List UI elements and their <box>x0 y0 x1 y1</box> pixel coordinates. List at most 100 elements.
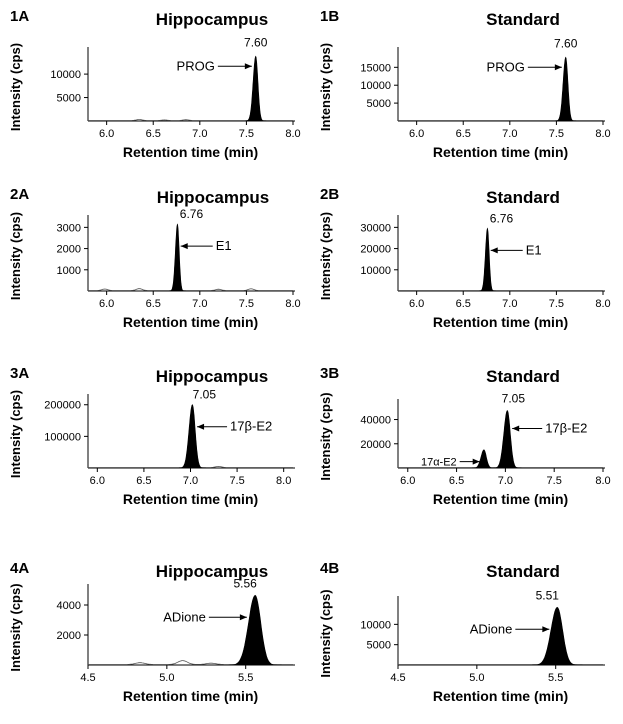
panel-label: 3A <box>10 365 29 382</box>
peak-arrow-head <box>542 626 550 633</box>
x-tick-label: 6.5 <box>136 475 151 487</box>
y-tick-label: 40000 <box>360 415 391 427</box>
y-axis-label: Intensity (cps) <box>318 589 333 677</box>
x-tick-label: 6.0 <box>409 298 424 310</box>
y-tick-label: 10000 <box>360 265 391 277</box>
peak-rt-label: 5.51 <box>536 588 560 602</box>
peak-compound-label: 17β-E2 <box>545 420 587 435</box>
chromatogram-peak <box>245 55 267 122</box>
chart-panel-1B: 1B Standard 6.0 6.5 7.0 7.5 8.0 5000 10000 15000 R… <box>318 8 611 160</box>
x-tick-label: 7.5 <box>549 298 564 310</box>
peak-arrow-head <box>490 247 498 254</box>
chromatogram-peak <box>479 227 496 292</box>
x-axis-label: Retention time (min) <box>123 314 258 330</box>
y-tick-label: 20000 <box>360 439 391 451</box>
chart-panel-1A: 1A Hippocampus 6.0 6.5 7.0 7.5 8.0 5000 10000 Ret… <box>8 8 301 160</box>
y-tick-label: 10000 <box>360 80 391 92</box>
y-axis-label: Intensity (cps) <box>318 43 333 131</box>
x-tick-label: 7.0 <box>192 298 207 310</box>
chromatogram-peak <box>493 410 522 469</box>
peak-compound-label: E1 <box>526 242 542 257</box>
y-tick-label: 2000 <box>57 630 81 642</box>
x-tick-label: 7.0 <box>192 128 207 140</box>
panel-label: 4A <box>10 560 29 577</box>
x-tick-label: 8.0 <box>595 298 610 310</box>
x-tick-label: 6.0 <box>409 128 424 140</box>
y-tick-label: 4000 <box>57 600 81 612</box>
x-tick-label: 5.0 <box>469 672 484 684</box>
peak-compound-label: E1 <box>216 238 232 253</box>
chromatogram-peak <box>169 223 186 292</box>
y-tick-label: 5000 <box>367 98 391 110</box>
y-tick-label: 20000 <box>360 244 391 256</box>
peak-rt-label: 7.05 <box>193 388 217 402</box>
chart-title: Standard <box>486 562 560 581</box>
x-tick-label: 8.0 <box>595 475 610 487</box>
chart-panel-3B: 3B Standard 6.0 6.5 7.0 7.5 8.0 20000 40000 Reten… <box>318 365 611 507</box>
peak-rt-label: 6.76 <box>180 207 204 221</box>
chart-title: Hippocampus <box>156 562 268 581</box>
chromatogram-peak <box>532 606 583 666</box>
x-tick-label: 7.5 <box>239 128 254 140</box>
y-tick-label: 15000 <box>360 62 391 74</box>
x-tick-label: 7.0 <box>502 128 517 140</box>
peak-arrow-head <box>244 63 252 70</box>
peak-arrow-head <box>180 243 188 250</box>
x-tick-label: 8.0 <box>285 298 300 310</box>
peak-compound-label: ADione <box>163 609 206 624</box>
panel-label: 2B <box>320 186 339 203</box>
x-tick-label: 7.5 <box>549 128 564 140</box>
x-tick-label: 6.5 <box>146 298 161 310</box>
x-tick-label: 5.0 <box>159 672 174 684</box>
panel-label: 1B <box>320 8 339 25</box>
peak-rt-label: 6.76 <box>490 211 514 225</box>
x-tick-label: 7.0 <box>183 475 198 487</box>
panel-label: 3B <box>320 365 339 382</box>
chromatogram-peak <box>555 56 577 122</box>
chromatogram-peak <box>178 404 206 469</box>
x-tick-label: 6.5 <box>456 128 471 140</box>
chart-panel-2A: 2A Hippocampus 6.0 6.5 7.0 7.5 8.0 1000 2000 3000… <box>8 186 301 330</box>
x-tick-label: 7.5 <box>547 475 562 487</box>
y-axis-label: Intensity (cps) <box>318 392 333 480</box>
x-tick-label: 5.5 <box>238 672 253 684</box>
peak-compound-label: ADione <box>470 621 513 636</box>
x-tick-label: 6.5 <box>449 475 464 487</box>
x-tick-label: 8.0 <box>276 475 291 487</box>
peak-compound-label: PROG <box>177 58 215 73</box>
x-axis-label: Retention time (min) <box>123 491 258 507</box>
y-axis-label: Intensity (cps) <box>8 583 23 671</box>
chart-title: Hippocampus <box>157 188 269 207</box>
y-tick-label: 10000 <box>360 619 391 631</box>
chart-panel-4B: 4B Standard 4.5 5.0 5.5 5000 10000 Retention ti… <box>318 560 605 704</box>
x-tick-label: 6.0 <box>99 128 114 140</box>
x-tick-label: 6.5 <box>456 298 471 310</box>
x-tick-label: 4.5 <box>80 672 95 684</box>
x-axis-label: Retention time (min) <box>433 688 568 704</box>
y-axis-label: Intensity (cps) <box>8 390 23 478</box>
y-tick-label: 2000 <box>57 244 81 256</box>
chart-panel-2B: 2B Standard 6.0 6.5 7.0 7.5 8.0 10000 20000 30000… <box>318 186 611 330</box>
peak-rt-label: 7.05 <box>502 391 526 405</box>
chart-title: Hippocampus <box>156 10 268 29</box>
peak-arrow-head <box>472 458 480 465</box>
chart-title: Standard <box>486 188 560 207</box>
x-axis-label: Retention time (min) <box>433 314 568 330</box>
x-tick-label: 5.5 <box>548 672 563 684</box>
x-tick-label: 7.0 <box>498 475 513 487</box>
chart-panel-3A: 3A Hippocampus 6.0 6.5 7.0 7.5 8.0 100000 200000… <box>8 365 295 507</box>
y-tick-label: 30000 <box>360 222 391 234</box>
x-axis-label: Retention time (min) <box>123 144 258 160</box>
chart-panel-4A: 4A Hippocampus 4.5 5.0 5.5 2000 4000 Retention … <box>8 560 295 704</box>
y-axis-label: Intensity (cps) <box>8 212 23 300</box>
y-tick-label: 200000 <box>44 400 81 412</box>
y-axis-label: Intensity (cps) <box>8 43 23 131</box>
peak-arrow-head <box>554 64 562 71</box>
peak-rt-label: 5.56 <box>233 576 257 590</box>
peak-arrow-head <box>512 425 520 432</box>
y-tick-label: 10000 <box>50 69 81 81</box>
panel-label: 2A <box>10 186 29 203</box>
peak-arrow-head <box>239 614 247 621</box>
x-tick-label: 8.0 <box>285 128 300 140</box>
